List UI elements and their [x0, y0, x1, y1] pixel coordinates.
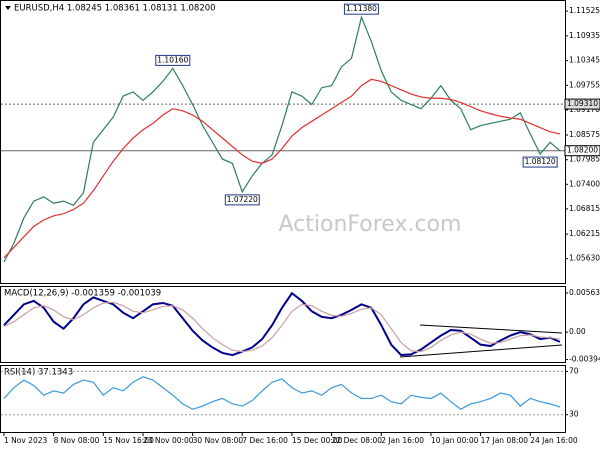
price-label-box	[224, 194, 260, 206]
macd-trendline	[419, 324, 563, 334]
level-box	[564, 145, 600, 157]
y-tick-label: -0.003949	[569, 355, 600, 364]
menu-icon	[5, 6, 11, 10]
price-label: 1.11380	[346, 4, 377, 13]
price-label: 1.08120	[525, 157, 556, 166]
x-tick-label: 30 Nov 08:00	[193, 436, 244, 445]
y-tick-label: 0.00	[569, 327, 586, 336]
y-tick-label: 1.05630	[569, 254, 600, 263]
y-tick-label: 1.07985	[569, 155, 600, 164]
level-label: 1.08200	[567, 146, 598, 155]
series-line	[3, 15, 561, 263]
x-tick-label: 15 Dec 00:00	[292, 436, 343, 445]
panel-title: MACD(12,26,9) -0.001359 -0.001039	[4, 289, 161, 299]
price-label-box	[343, 3, 379, 15]
series-line	[3, 291, 561, 357]
y-tick-label: 1.06215	[569, 229, 600, 238]
y-tick-label: 70	[569, 366, 579, 375]
x-tick-label: 17 Jan 08:00	[481, 436, 529, 445]
y-tick-label: 1.06815	[569, 204, 600, 213]
price-panel	[0, 0, 566, 284]
x-tick-label: 24 Jan 16:00	[530, 436, 578, 445]
x-tick-label: 8 Nov 08:00	[54, 436, 100, 445]
price-label-box	[522, 156, 558, 168]
x-tick-label: 1 Nov 2023	[4, 436, 47, 445]
x-tick-label: 7 Dec 16:00	[242, 436, 288, 445]
series-line	[3, 78, 561, 259]
chart-title: EURUSD,H4 1.08245 1.08361 1.08131 1.0820…	[14, 4, 216, 14]
macd-panel	[0, 286, 566, 363]
y-tick-label: 1.08575	[569, 130, 600, 139]
x-tick-label: 15 Nov 16:00	[103, 436, 154, 445]
x-tick-label: 23 Nov 00:00	[143, 436, 194, 445]
y-tick-label: 1.10935	[569, 31, 600, 40]
y-tick-label: 1.07400	[569, 179, 600, 188]
x-tick-label: 10 Jan 00:00	[431, 436, 479, 445]
series-line	[3, 376, 561, 410]
y-tick-label: 30	[569, 410, 579, 419]
x-tick-label: 2 Jan 16:00	[381, 436, 424, 445]
macd-trendline	[399, 344, 563, 358]
price-label: 1.10160	[157, 55, 188, 64]
y-tick-label: 0.005635	[569, 288, 600, 297]
price-label-box	[155, 54, 191, 66]
level-label: 1.09310	[567, 99, 598, 108]
watermark: ActionForex.com	[279, 212, 462, 237]
rsi-panel	[0, 365, 566, 433]
y-tick-label: 1.10345	[569, 56, 600, 65]
price-label: 1.07220	[227, 195, 258, 204]
level-box	[564, 98, 600, 110]
series-line	[3, 301, 561, 353]
y-tick-label: 1.11525	[569, 6, 600, 15]
panel-title: RSI(14) 37.1343	[4, 368, 73, 378]
x-tick-label: 22 Dec 08:00	[332, 436, 383, 445]
y-tick-label: 1.09755	[569, 80, 600, 89]
